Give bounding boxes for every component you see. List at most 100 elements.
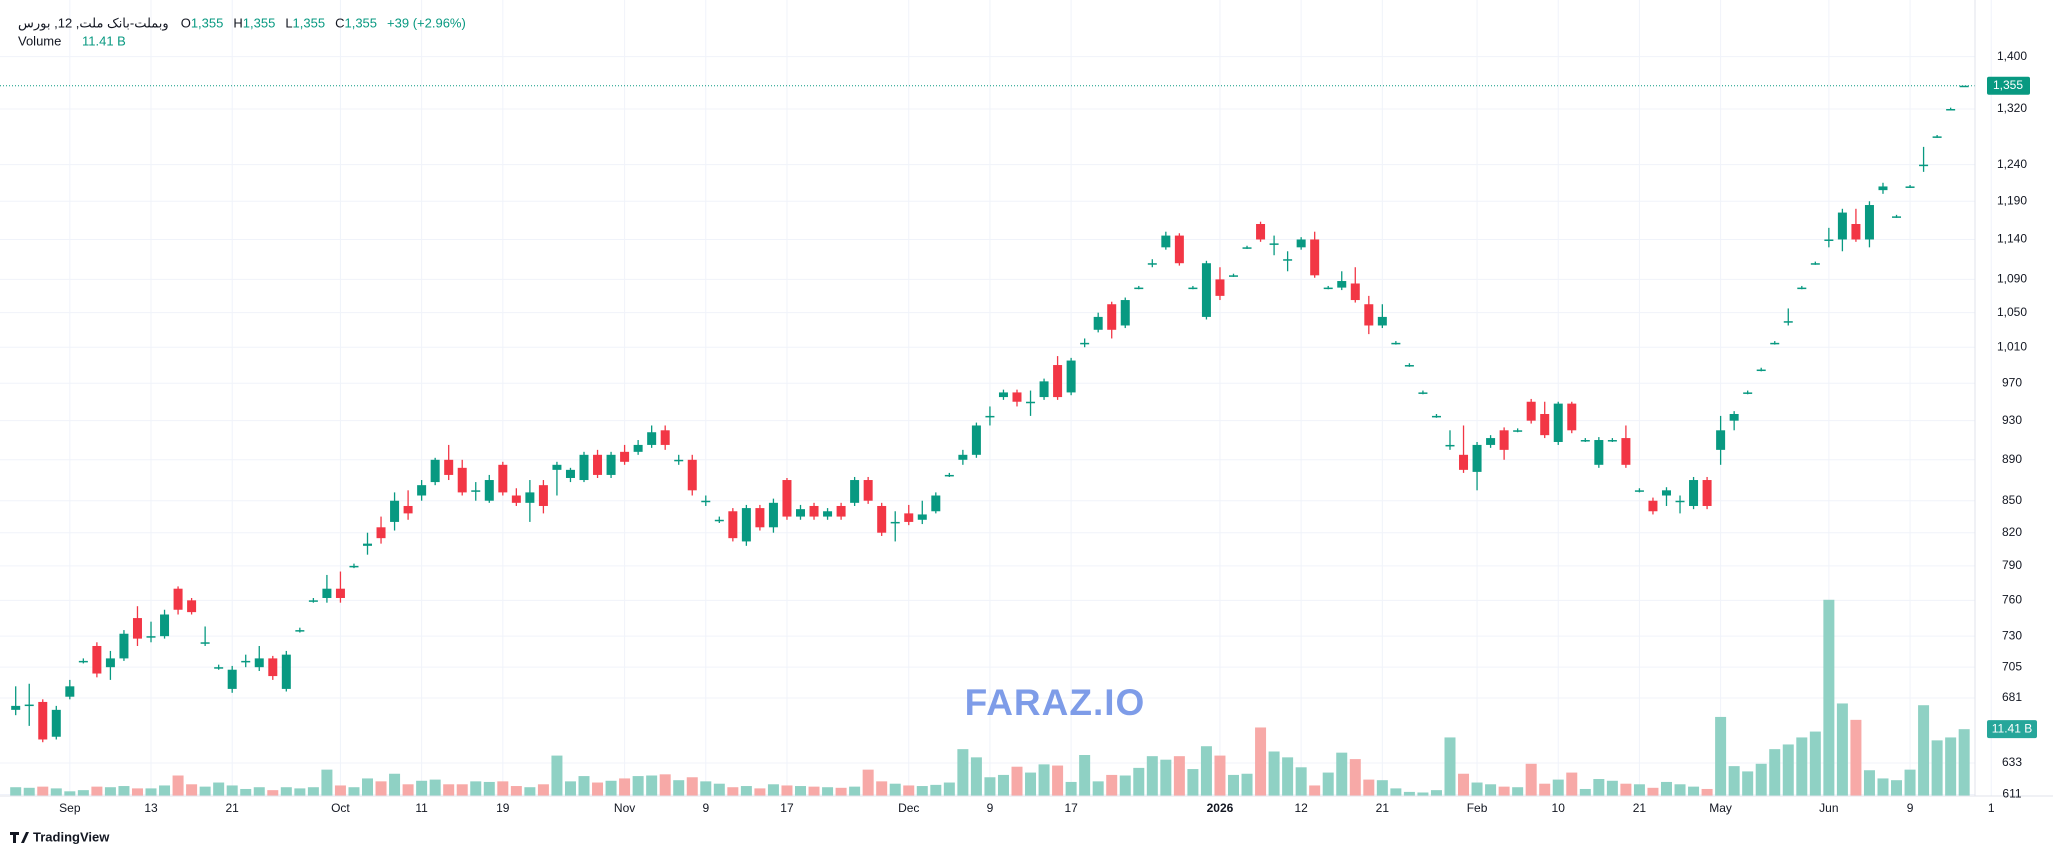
candle-body [579,454,589,481]
candle-body [1905,186,1915,188]
candle-body [904,513,914,522]
candle-body [1716,430,1726,450]
volume-bar [104,787,116,796]
volume-bar [1417,792,1429,796]
candle-body [538,485,548,506]
volume-bar [916,786,928,796]
candle-body [1580,440,1590,442]
candle-body [1729,414,1739,421]
legend-value: 1,355 [344,15,377,30]
volume-bar [321,769,333,796]
x-tick-label: Nov [614,801,635,815]
volume-bar [1160,759,1172,796]
volume-bar [1065,781,1077,796]
candle-body [674,459,684,462]
candle-body [1188,287,1198,290]
volume-bar [1850,719,1862,796]
volume-bar [1282,757,1294,796]
volume-bar [632,776,644,796]
volume-bar [1336,752,1348,796]
y-tick-label: 1,140 [1997,232,2027,246]
y-tick-label: 1,090 [1997,272,2027,286]
candle-body [1364,304,1374,326]
candle-body [1486,438,1496,445]
volume-bar [470,781,482,796]
volume-bar [1376,780,1388,796]
candle-body [78,660,88,663]
brand-logo [10,832,29,843]
volume-bar [1363,779,1375,796]
candle-body [836,505,846,517]
candle-body [890,521,900,524]
volume-bar [226,785,238,796]
volume-bar [10,787,22,796]
legend-key: O [181,15,191,30]
candle-body [1404,365,1414,367]
candle-body [1174,235,1184,264]
volume-bar [1146,756,1158,796]
volume-bar [1674,784,1686,796]
candle-body [160,614,170,637]
y-tick-label: 705 [2002,659,2022,673]
candle-body [1648,500,1658,512]
volume-bar [1200,746,1212,796]
volume-bar [456,784,468,796]
y-tick-label: 890 [2002,452,2022,466]
candle-body [1513,430,1523,432]
x-tick-label: 12 [1294,801,1308,815]
legend-value: 1,355 [293,15,326,30]
volume-bar [1633,784,1645,796]
candle-body [38,701,48,740]
volume-bar [389,773,401,796]
candle-body [1892,216,1902,218]
volume-tag [1987,720,2037,739]
volume-bar [145,788,157,796]
volume-bar [1079,755,1091,796]
candle-body [1120,300,1130,326]
candle-body [1946,109,1956,111]
candle-body [444,459,454,475]
volume-bar [497,781,509,796]
volume-bar [50,788,62,796]
volume-bar [930,784,942,796]
candle-body [187,600,197,613]
volume-bar [1552,779,1564,796]
candles [0,85,1975,743]
volume-bar [1742,771,1754,796]
candle-body [92,645,102,674]
volume-bar [646,775,658,796]
candle-body [1459,454,1469,470]
candle-body [1269,243,1279,245]
volume-bar [23,787,35,796]
y-tick-label: 760 [2002,593,2022,607]
volume-bar [1106,774,1118,796]
candle-body [741,508,751,542]
y-tick-label: 1,010 [1997,339,2027,353]
volume-tag-label: 11.41 B [1992,721,2032,735]
volume-bar [267,790,279,796]
candle-body [1783,321,1793,323]
candle-body [1689,480,1699,506]
volume-bar [619,778,631,796]
legend-key: C [335,15,344,30]
candle-body [1756,369,1766,372]
y-tick-label: 1,240 [1997,157,2027,171]
volume-bar [767,784,779,796]
volume-bar [1471,782,1483,796]
candle-body [1377,316,1387,326]
candle-body [498,464,508,493]
y-tick-label: 681 [2002,690,2022,704]
candle-body [1107,304,1117,330]
y-tick-label: 970 [2002,375,2022,389]
volume-bar [1458,773,1470,796]
volume-bar [1782,744,1794,796]
volume-bar [1796,737,1808,796]
candle-body [877,505,887,533]
candle-body [1093,316,1103,330]
candle-body [917,514,927,520]
volume-bar [564,781,576,796]
volume-bar [1255,727,1267,796]
volume-value: 11.41 B [82,33,126,48]
y-tick-label: 633 [2002,755,2022,769]
